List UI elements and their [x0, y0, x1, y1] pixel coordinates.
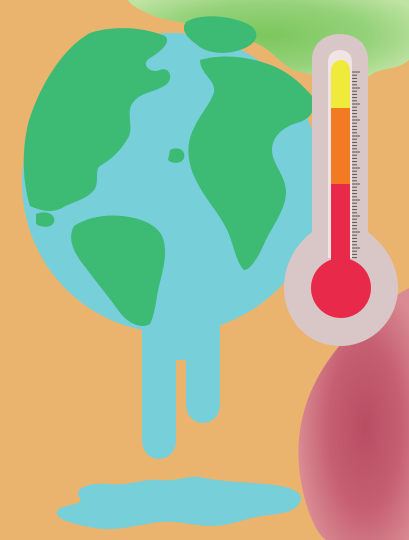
drip-bridge — [176, 330, 186, 360]
globe-continents — [23, 16, 315, 327]
mercury-yellow — [331, 60, 350, 108]
continent-africa — [188, 56, 315, 270]
continent-north-america — [23, 28, 171, 212]
island-center — [168, 148, 185, 163]
thermometer-ticks — [352, 71, 360, 259]
thermometer — [284, 34, 398, 346]
thermometer-bulb — [311, 258, 371, 318]
drip-left — [142, 300, 176, 459]
continent-greenland — [183, 16, 257, 53]
island-left — [36, 212, 55, 227]
mercury-orange — [331, 108, 350, 184]
mercury-red — [331, 184, 350, 264]
continent-south-america — [71, 215, 166, 327]
red-watercolor-blob — [298, 288, 409, 540]
melt-puddle — [56, 476, 301, 530]
